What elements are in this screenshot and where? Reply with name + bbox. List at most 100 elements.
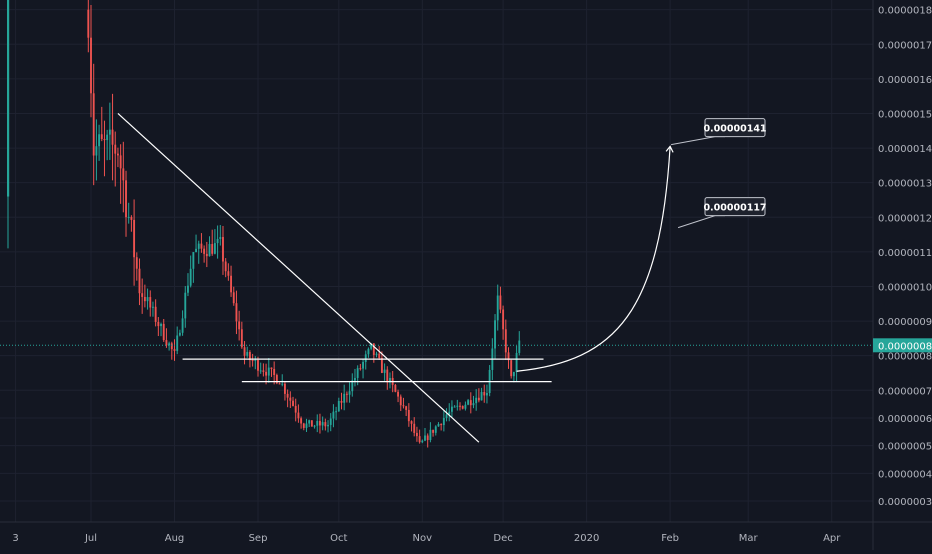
candle-body <box>235 303 238 322</box>
candle-body <box>345 393 348 395</box>
candle-body <box>496 295 499 321</box>
x-tick-label: Oct <box>330 533 347 544</box>
candle-body <box>337 401 340 412</box>
candle-body <box>364 354 367 362</box>
y-tick-label: 0.00000062 <box>878 414 932 425</box>
projection-curve[interactable] <box>516 146 671 372</box>
candle-body <box>434 426 437 433</box>
drawings-layer[interactable] <box>0 113 873 443</box>
candle-body <box>329 418 332 425</box>
candle-body <box>227 271 230 276</box>
x-tick-label: 2020 <box>574 533 599 544</box>
price-callout-box[interactable] <box>704 118 766 138</box>
candle-body <box>372 343 375 355</box>
candle-body <box>262 370 265 372</box>
x-tick-label: Aug <box>165 533 185 544</box>
candle-body <box>432 429 435 433</box>
candle-body <box>310 420 313 427</box>
trendline-descending-resistance[interactable] <box>117 113 480 443</box>
x-tick-label: Nov <box>413 533 433 544</box>
candle-body <box>173 349 176 351</box>
candle-body <box>138 268 141 294</box>
candle-body <box>469 400 472 406</box>
candle-body <box>321 422 324 426</box>
candle-body <box>192 252 195 269</box>
x-tick-label: Feb <box>661 533 679 544</box>
candle-body <box>429 429 432 441</box>
candles-layer <box>7 0 521 448</box>
candle-body <box>95 146 98 156</box>
candle-body <box>421 440 424 443</box>
candle-body <box>464 404 467 409</box>
candle-body <box>453 406 456 408</box>
candle-body <box>380 358 383 373</box>
x-axis[interactable]: 3 Jul Aug Sep Oct Nov Dec 2020 Feb Mar Apr <box>0 521 932 544</box>
price-callout-box[interactable] <box>704 197 766 217</box>
candle-body <box>297 412 300 419</box>
candle-body <box>316 420 319 426</box>
candle-body <box>389 377 391 383</box>
projection-arrowhead <box>665 145 674 153</box>
candle-body <box>114 144 117 154</box>
candle-body <box>259 370 262 372</box>
candle-body <box>108 129 111 135</box>
candle-body <box>111 129 114 145</box>
candle-body <box>348 391 351 395</box>
candle-body <box>340 401 343 403</box>
y-tick-label: 0.00000046 <box>878 469 932 480</box>
candle-body <box>248 352 251 361</box>
candle-body <box>281 383 284 385</box>
y-axis[interactable]: 0.00000038 0.00000046 0.00000054 0.00000062… <box>872 0 932 550</box>
candle-body <box>289 397 292 401</box>
candle-body <box>486 393 488 396</box>
candle-body <box>230 275 233 293</box>
candle-body <box>300 418 303 424</box>
candle-body <box>472 403 475 406</box>
candle-body <box>87 9 90 38</box>
candle-body <box>399 396 402 406</box>
candle-body <box>426 435 429 441</box>
y-tick-label: 0.00000038 <box>878 497 932 508</box>
candle-body <box>418 436 421 443</box>
candle-body <box>456 405 459 407</box>
candle-body <box>127 216 130 218</box>
candle-body <box>197 243 200 249</box>
candle-body <box>103 139 106 141</box>
candle-body <box>146 297 149 302</box>
candle-body <box>278 383 281 385</box>
candle-body <box>222 237 224 262</box>
candle-body <box>405 406 408 410</box>
x-tick-label: Jul <box>84 533 97 544</box>
candle-body <box>305 423 308 428</box>
candle-body <box>243 347 246 356</box>
candle-body <box>125 180 127 218</box>
candle-body <box>440 424 443 426</box>
y-tick-label: 0.00000054 <box>878 442 932 453</box>
candle-body <box>270 367 273 369</box>
candle-body <box>410 421 413 424</box>
candle-body <box>327 424 329 427</box>
candle-body <box>378 353 381 359</box>
candle-body <box>224 261 227 272</box>
candle-body <box>324 422 327 427</box>
candle-body <box>154 306 157 322</box>
candle-body <box>308 420 311 424</box>
candle-body <box>356 368 359 378</box>
candle-body <box>130 216 133 220</box>
price-annotations[interactable]: 0.00000141 0.00000117 <box>671 118 767 229</box>
candle-body <box>477 397 480 401</box>
candle-body <box>407 409 410 422</box>
candle-body <box>149 297 152 308</box>
candle-body <box>483 391 486 396</box>
candle-body <box>494 320 496 349</box>
grid-lines <box>0 0 873 522</box>
candle-body <box>203 248 206 254</box>
